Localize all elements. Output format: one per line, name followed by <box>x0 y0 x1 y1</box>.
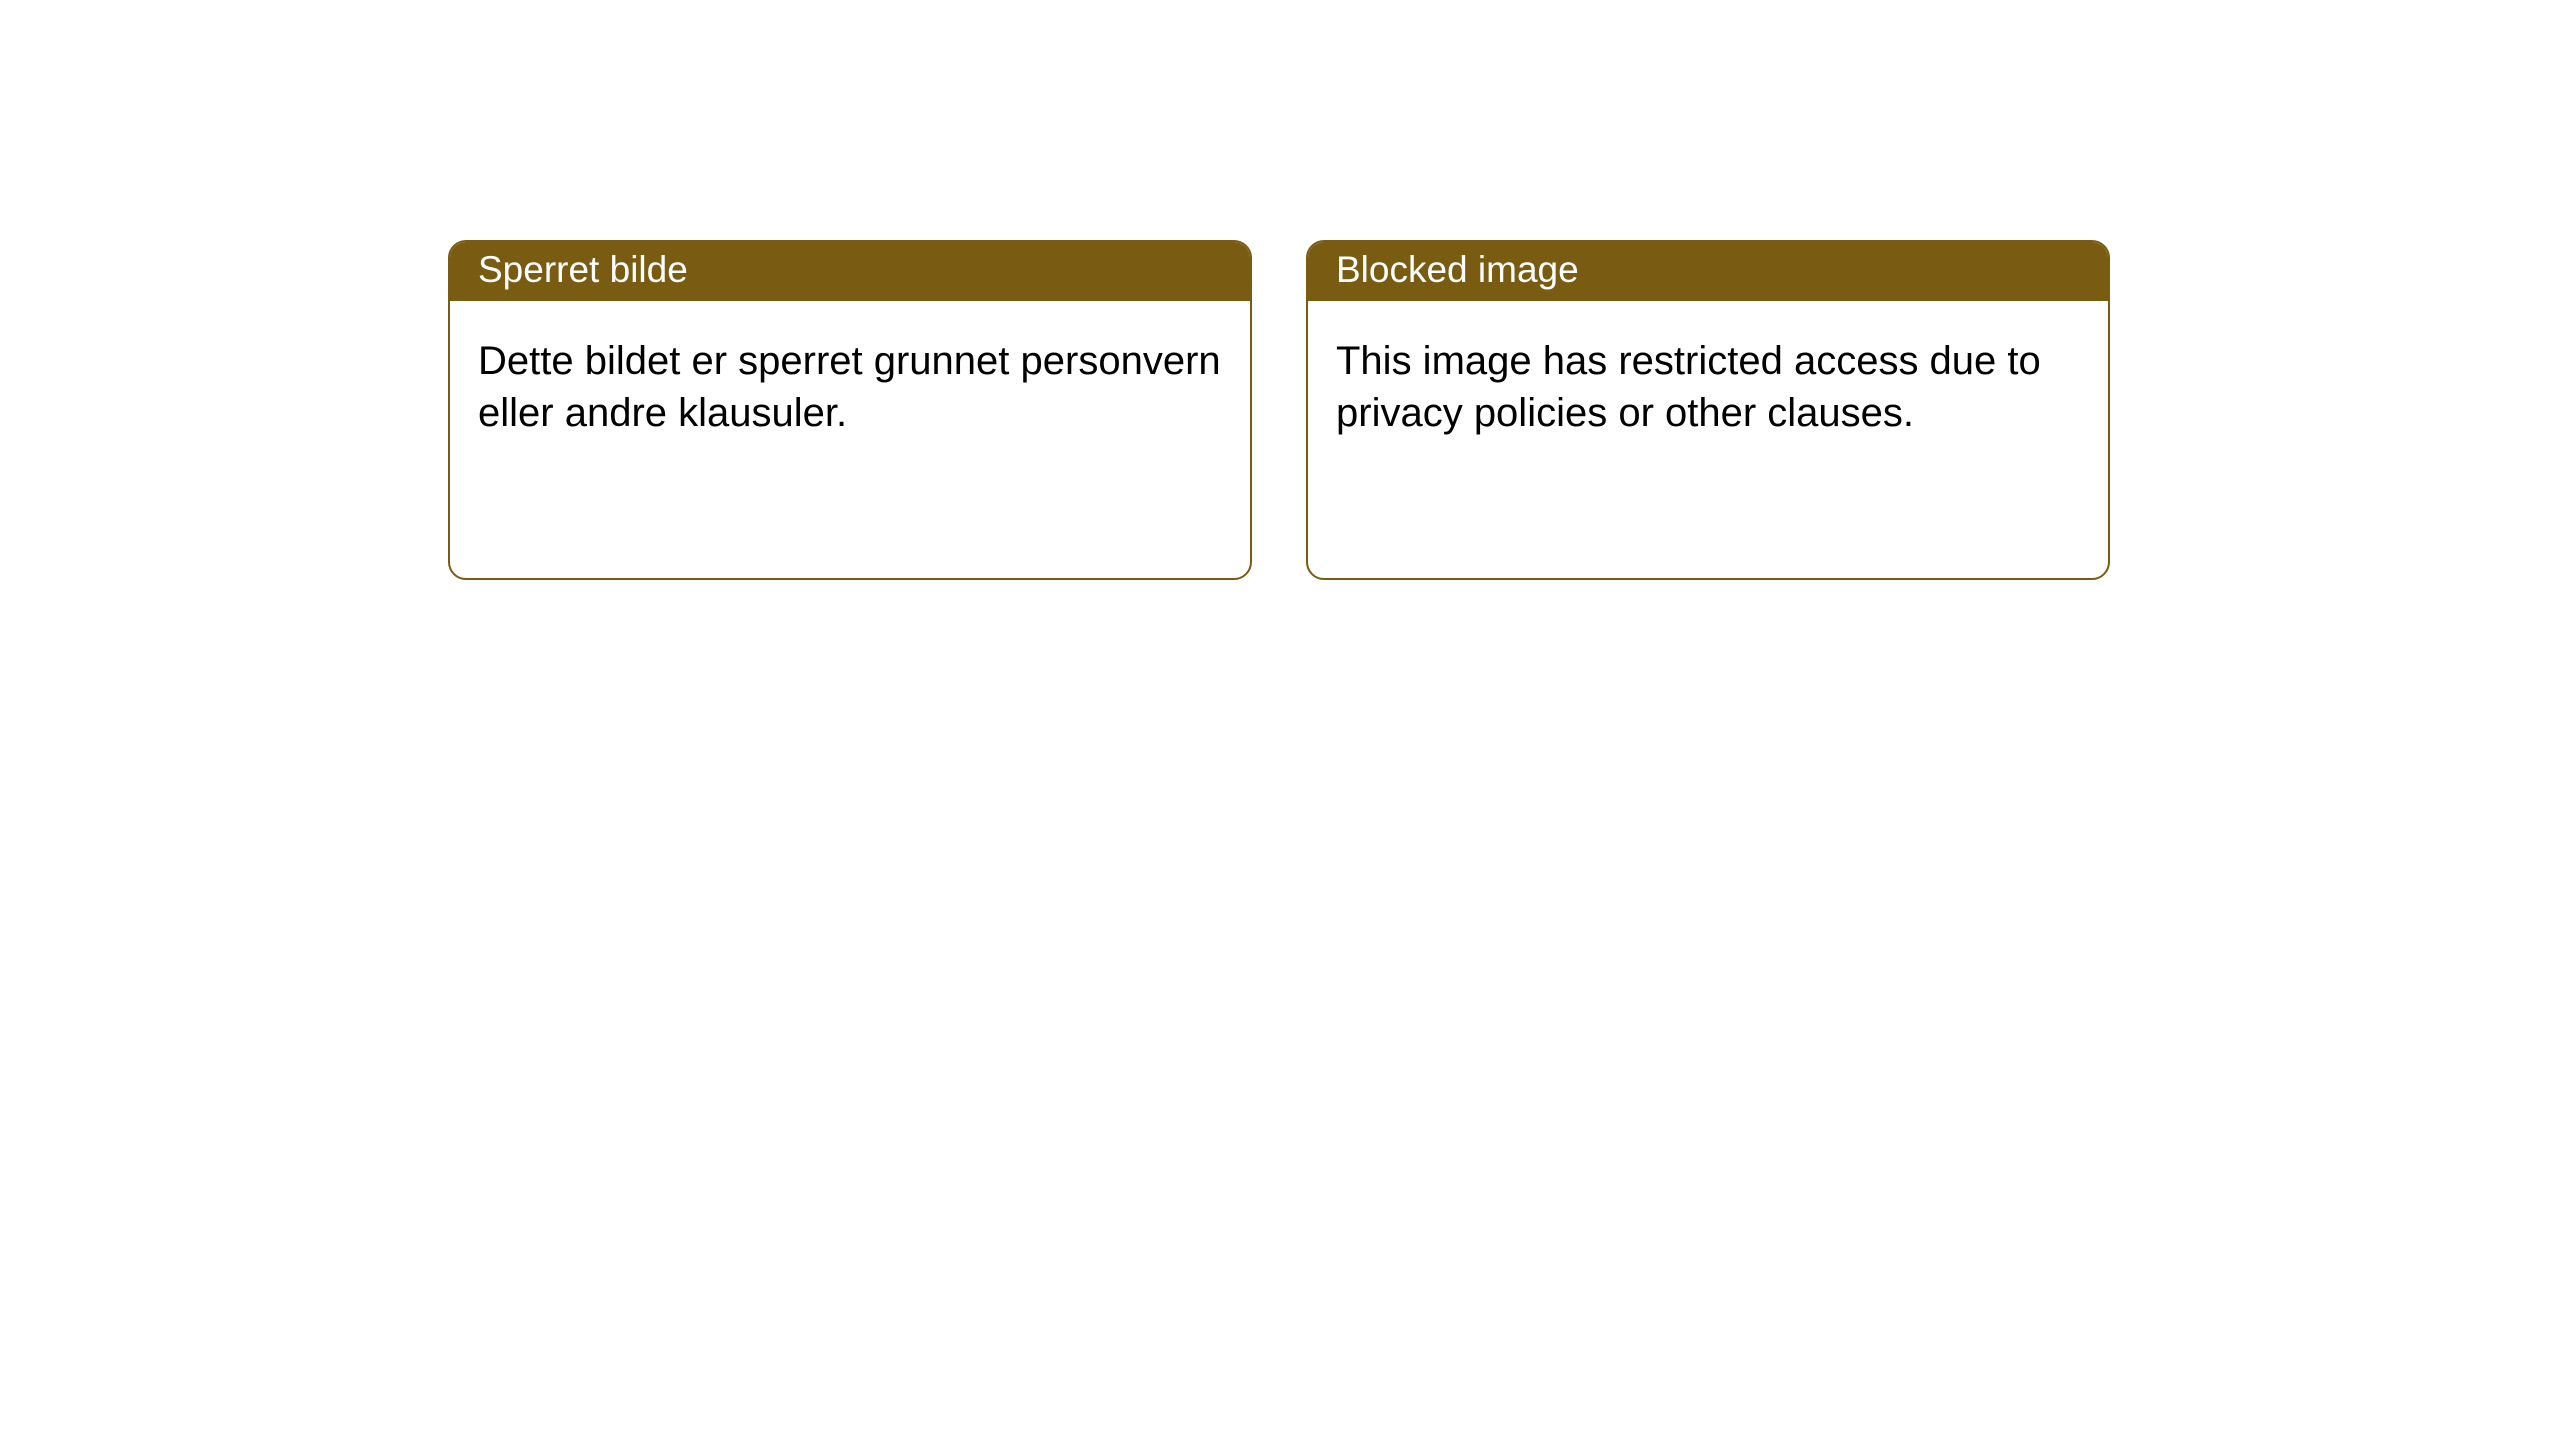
notice-body: This image has restricted access due to … <box>1308 301 2108 473</box>
notice-card-english: Blocked image This image has restricted … <box>1306 240 2110 580</box>
notice-message: Dette bildet er sperret grunnet personve… <box>478 339 1221 435</box>
notice-title: Blocked image <box>1336 249 1579 290</box>
notice-title: Sperret bilde <box>478 249 688 290</box>
notice-message: This image has restricted access due to … <box>1336 339 2041 435</box>
notice-card-norwegian: Sperret bilde Dette bildet er sperret gr… <box>448 240 1252 580</box>
notice-container: Sperret bilde Dette bildet er sperret gr… <box>0 0 2560 580</box>
notice-header: Sperret bilde <box>450 242 1250 301</box>
notice-body: Dette bildet er sperret grunnet personve… <box>450 301 1250 473</box>
notice-header: Blocked image <box>1308 242 2108 301</box>
